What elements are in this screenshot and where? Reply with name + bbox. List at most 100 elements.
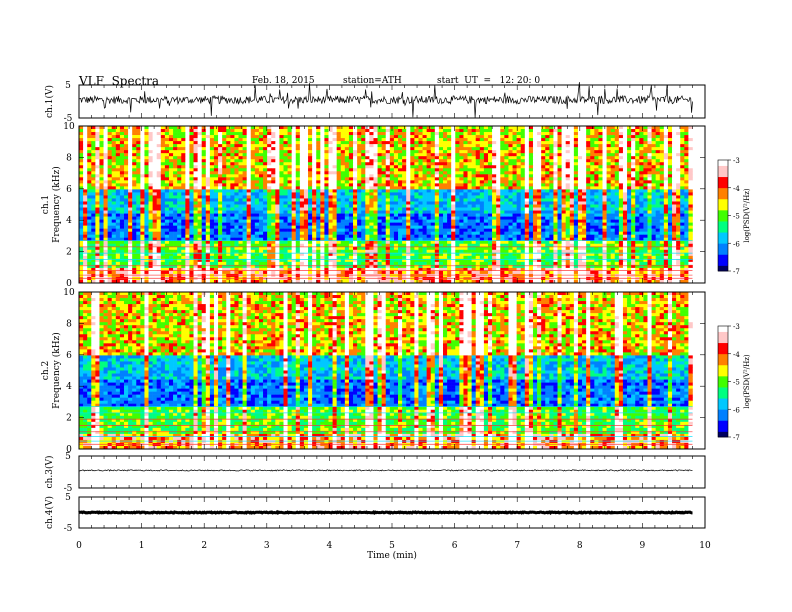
spectrogram-cell [614,141,620,145]
spectrogram-cell [385,168,391,172]
spectrogram-cell [385,135,391,139]
spectrogram-cell [111,198,117,202]
spectrogram-cell [573,135,579,139]
spectrogram-cell [553,177,558,181]
spectrogram-cell [434,153,440,157]
spectrogram-cell [316,171,321,175]
spectrogram-cell [369,153,374,157]
spectrogram-cell [132,216,137,220]
spectrogram-cell [213,165,219,169]
spectrogram-cell [160,132,166,136]
spectrogram-cell [267,222,272,226]
spectrogram-cell [410,135,415,139]
spectrogram-cell [299,168,305,172]
spectrogram-cell [119,162,125,166]
spectrogram-cell [136,192,141,196]
spectrogram-cell [467,135,472,139]
spectrogram-cell [504,153,509,157]
spectrogram-cell [602,135,607,139]
spectrogram-cell [246,135,252,139]
spectrogram-cell [618,171,624,175]
spectrogram-cell [316,210,321,214]
spectrogram-cell [303,189,309,193]
spectrogram-cell [222,180,227,184]
spectrogram-cell [361,192,366,196]
spectrogram-cell [144,135,149,139]
spectrogram-cell [340,222,346,226]
spectrogram-cell [173,174,178,178]
spectrogram-cell [177,156,182,160]
spectrogram-cell [455,150,460,154]
spectrogram-cell [598,171,603,175]
spectrogram-cell [639,162,644,166]
spectrogram-cell [144,177,149,181]
spectrogram-cell [557,189,562,193]
spectrogram-cell [569,144,575,148]
spectrogram-cell [582,132,587,136]
spectrogram-cell [582,201,587,205]
spectrogram-cell [226,177,231,181]
spectrogram-cell [475,180,481,184]
spectrogram-cell [471,162,477,166]
spectrogram-cell [684,132,689,136]
spectrogram-cell [234,153,239,157]
spectrogram-cell [303,141,309,145]
spectrogram-cell [144,126,149,130]
spectrogram-cell [561,126,566,130]
spectrogram-cell [140,174,145,178]
spectrogram-cell [263,150,268,154]
spectrogram-cell [627,159,632,163]
spectrogram-cell [667,219,673,223]
spectrogram-cell [99,195,104,199]
spectrogram-cell [324,177,329,181]
spectrogram-cell [496,207,501,211]
spectrogram-cell [332,156,337,160]
spectrogram-cell [410,126,415,130]
spectrogram-cell [385,147,391,151]
spectrogram-cell [279,207,284,211]
spectrogram-cell [320,183,325,187]
spectrogram-cell [312,129,317,133]
spectrogram-cell [340,177,346,181]
spectrogram-cell [688,180,693,184]
spectrogram-cell [598,219,603,223]
spectrogram-cell [185,207,190,211]
spectrogram-cell [103,192,108,196]
spectrogram-cell [635,195,640,199]
spectrogram-cell [434,177,440,181]
spectrogram-cell [463,165,468,169]
spectrogram-cell [430,195,436,199]
spectrogram-cell [299,153,305,157]
spectrogram-cell [467,189,472,193]
spectrogram-cell [291,165,297,169]
spectrogram-cell [168,180,174,184]
spectrogram-cell [618,207,624,211]
spectrogram-cell [279,222,284,226]
spectrogram-cell [279,144,284,148]
spectrogram-cell [107,222,113,226]
spectrogram-cell [132,162,137,166]
spectrogram-cell [353,213,358,217]
spectrogram-cell [524,132,530,136]
spectrogram-cell [238,150,243,154]
spectrogram-cell [577,183,583,187]
spectrogram-cell [136,189,141,193]
spectrogram-cell [426,126,432,130]
spectrogram-cell [238,183,243,187]
spectrogram-cell [365,201,370,205]
spectrogram-cell [410,150,415,154]
spectrogram-cell [577,207,583,211]
spectrogram-cell [291,192,297,196]
spectrogram-cell [91,162,96,166]
spectrogram-cell [651,195,656,199]
spectrogram-cell [303,171,309,175]
spectrogram-cell [500,216,505,220]
spectrogram-cell [308,147,313,151]
spectrogram-cell [655,207,661,211]
spectrogram-cell [393,147,399,151]
spectrogram-cell [586,141,591,145]
spectrogram-cell [487,201,493,205]
spectrogram-cell [299,162,305,166]
spectrogram-cell [524,135,530,139]
spectrogram-cell [426,150,432,154]
